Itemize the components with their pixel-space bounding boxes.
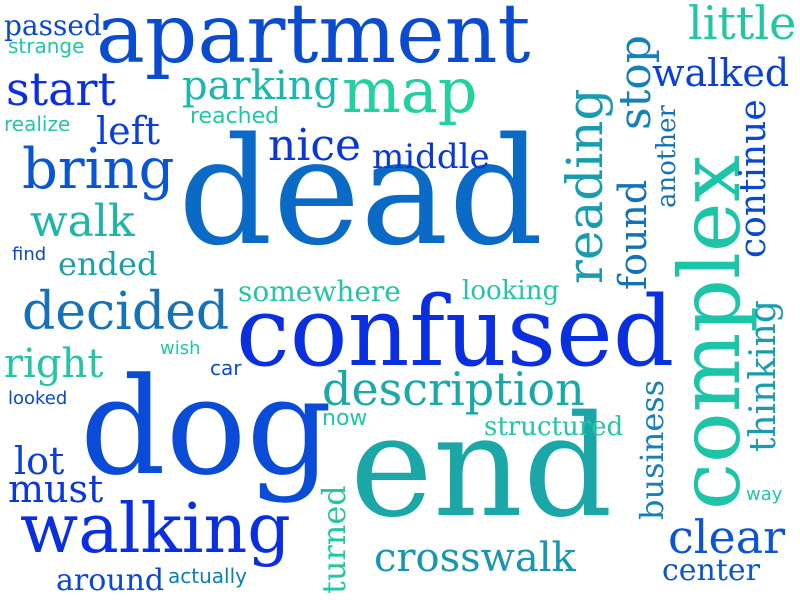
word-walk: walk	[30, 196, 135, 247]
word-little: little	[688, 0, 797, 50]
word-left: left	[96, 109, 160, 153]
word-dog: dog	[80, 349, 333, 505]
word-reading: reading	[556, 88, 614, 284]
word-apartment: apartment	[96, 0, 531, 82]
word-another: another	[652, 105, 682, 208]
word-business: business	[633, 379, 671, 520]
word-wish: wish	[160, 338, 201, 359]
word-must: must	[8, 467, 104, 511]
word-right: right	[4, 341, 104, 387]
word-structured: structured	[484, 412, 624, 442]
word-looking: looking	[462, 276, 560, 306]
word-lot: lot	[14, 439, 65, 483]
word-ended: ended	[58, 245, 158, 283]
word-found: found	[611, 179, 655, 290]
word-description: description	[322, 362, 585, 416]
word-way: way	[746, 484, 783, 505]
word-start: start	[6, 62, 116, 116]
word-confused: confused	[236, 276, 675, 388]
word-map: map	[342, 54, 478, 127]
word-clear: clear	[668, 510, 786, 564]
word-decided: decided	[22, 282, 230, 342]
word-somewhere: somewhere	[238, 275, 401, 308]
word-bring: bring	[22, 137, 175, 202]
word-end: end	[350, 386, 613, 549]
word-realize: realize	[4, 112, 71, 136]
word-car: car	[210, 356, 242, 380]
word-find: find	[12, 244, 47, 265]
word-parking: parking	[182, 63, 339, 109]
word-strange: strange	[8, 34, 85, 58]
word-turned: turned	[315, 485, 353, 594]
word-passed: passed	[4, 9, 102, 42]
word-walking: walking	[20, 490, 291, 569]
word-around: around	[56, 563, 165, 598]
word-center: center	[662, 553, 761, 588]
word-nice: nice	[268, 120, 362, 171]
word-crosswalk: crosswalk	[374, 535, 576, 581]
word-looked: looked	[8, 388, 68, 409]
word-dead: dead	[178, 106, 544, 278]
word-walked: walked	[652, 51, 790, 95]
word-middle: middle	[372, 137, 490, 177]
word-thinking: thinking	[743, 300, 784, 452]
word-reached: reached	[190, 104, 280, 129]
word-now: now	[322, 406, 368, 431]
word-actually: actually	[168, 564, 247, 588]
word-continue: continue	[733, 99, 774, 258]
